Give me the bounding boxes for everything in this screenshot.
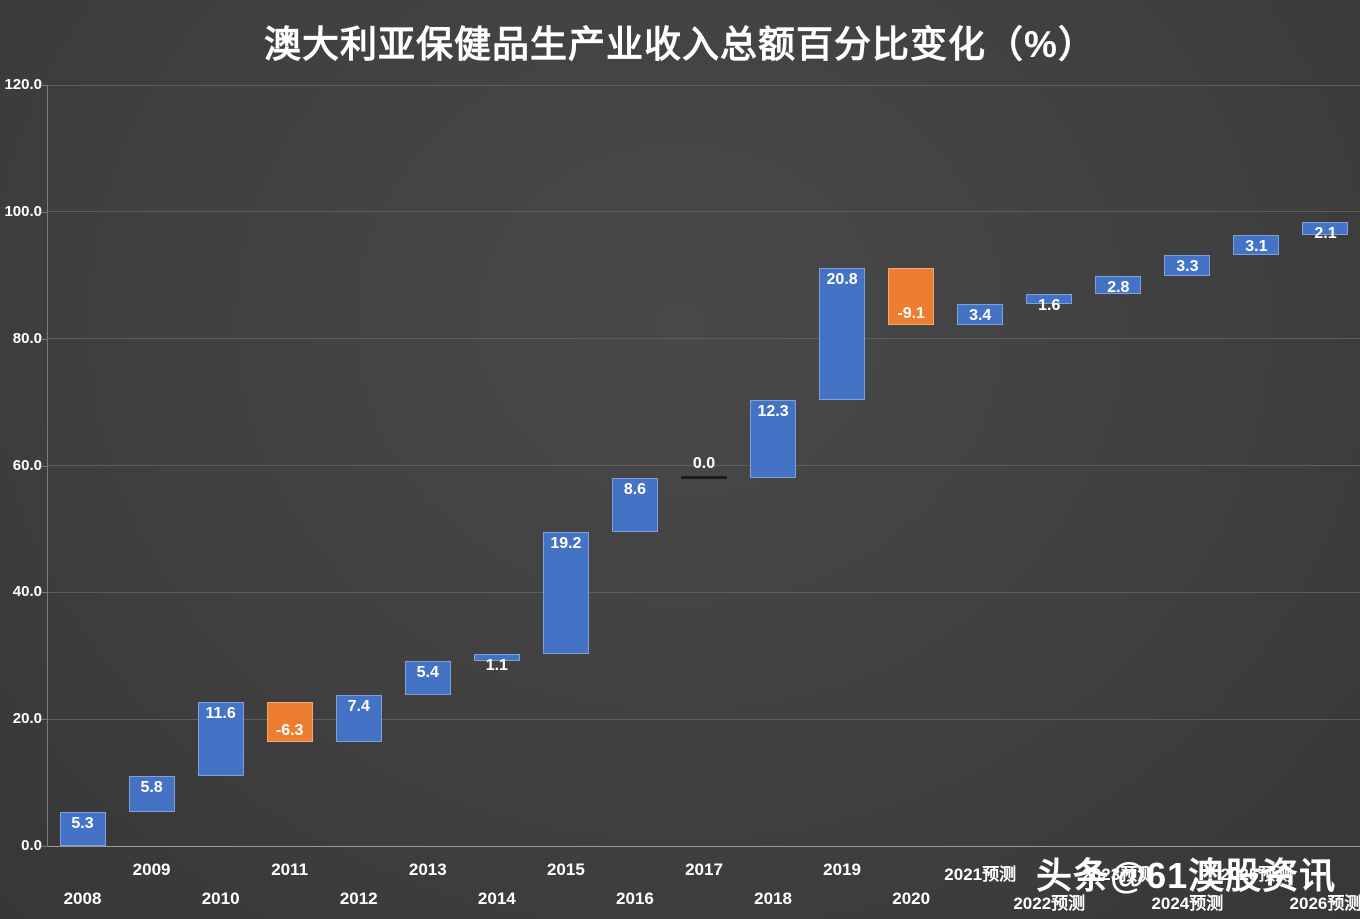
bar-2022预测 [1026, 293, 1073, 304]
bar-2026预测 [1302, 221, 1349, 236]
gridline [48, 591, 1360, 593]
bar-2016 [611, 477, 658, 533]
y-axis-label: 20.0 [12, 710, 42, 728]
gridline [48, 84, 1360, 86]
gridline [48, 211, 1360, 213]
bar-2008 [59, 812, 106, 846]
x-axis-label: 2024预测 [1151, 894, 1224, 913]
y-axis-label: 120.0 [4, 76, 42, 93]
y-axis-label: 60.0 [12, 456, 42, 474]
bar-2015 [542, 532, 589, 654]
x-axis-label: 2017 [685, 860, 723, 879]
watermark: 头条@61澳股资讯 [1036, 855, 1337, 896]
bar-value-label: 1.1 [485, 656, 508, 674]
bar-2010 [197, 702, 244, 776]
x-axis-label: 2019 [823, 860, 861, 879]
bar-value-label: 2.8 [1107, 278, 1130, 296]
y-axis-tick [41, 846, 47, 847]
bar-value-label: 2.1 [1314, 224, 1337, 242]
gridline [48, 718, 1360, 720]
bar-2009 [128, 775, 175, 813]
x-axis-label: 2013 [408, 860, 447, 879]
bar-value-label: 7.4 [347, 698, 370, 716]
bar-2014 [473, 653, 520, 661]
gridline [48, 845, 1360, 847]
x-axis-label: 2009 [132, 860, 171, 879]
bar-value-label: 5.8 [140, 778, 163, 796]
x-axis-label: 2023预测 [1082, 865, 1155, 884]
plot-area: 5.3 5.8 11.6 -6.3 7.4 5.4 1.1 19.2 8.6 0.0 12.3 20.… [48, 84, 1360, 847]
x-axis-label: 2008 [63, 889, 102, 908]
bar-2025预测 [1233, 235, 1280, 255]
gridline [48, 338, 1360, 340]
y-axis-tick [41, 338, 47, 340]
bar-value-label: 3.4 [969, 306, 992, 324]
x-axis-label: 2026预测 [1289, 894, 1360, 913]
x-axis-label: 2018 [754, 889, 792, 908]
y-axis-tick [41, 85, 47, 86]
y-axis-tick [41, 719, 47, 721]
gridline [48, 465, 1360, 466]
bar-2021预测 [957, 303, 1004, 326]
y-axis-label: 40.0 [12, 583, 42, 601]
bar-value-label: 3.3 [1176, 257, 1199, 275]
x-axis-label: 2025预测 [1220, 865, 1293, 884]
zero-marker-2017 [681, 476, 727, 480]
y-axis-tick [41, 465, 47, 467]
bar-value-label: 5.3 [71, 815, 94, 833]
bar-2012 [335, 695, 382, 742]
bar-value-label: 20.8 [826, 270, 858, 288]
y-axis-label: 100.0 [4, 202, 42, 220]
x-axis-label: 2021预测 [944, 865, 1017, 884]
chart-title: 澳大利亚保健品生产业收入总额百分比变化（%） [264, 24, 1096, 65]
bar-2020 [888, 267, 935, 326]
bar-value-label: 3.1 [1245, 238, 1268, 256]
bar-value-label: 12.3 [757, 402, 789, 420]
x-axis-label: 2016 [616, 889, 654, 908]
x-axis-label: 2011 [271, 860, 309, 879]
x-axis-label: 2015 [546, 860, 585, 879]
y-axis-label: 0.0 [21, 837, 42, 854]
bar-2019 [819, 267, 866, 400]
y-axis-tick [41, 211, 47, 213]
bar-2011 [266, 702, 313, 742]
x-axis-label: 2014 [477, 889, 516, 908]
bar-value-label: -9.1 [897, 305, 925, 323]
bar-value-label: 0.0 [692, 454, 716, 472]
y-axis-line [47, 85, 48, 847]
x-axis-label: 2010 [201, 889, 240, 908]
y-axis-tick [41, 592, 47, 594]
bar-value-label: 1.6 [1038, 296, 1061, 314]
bar-value-label: 19.2 [550, 535, 582, 553]
x-axis-label: 2020 [892, 889, 931, 908]
bar-2018 [750, 399, 797, 478]
bar-value-label: -6.3 [275, 721, 304, 739]
bar-value-label: 11.6 [205, 705, 236, 723]
x-axis-label: 2022预测 [1013, 894, 1086, 913]
x-axis-label: 2012 [339, 889, 378, 908]
bar-2013 [404, 660, 451, 696]
y-axis-label: 80.0 [12, 329, 42, 347]
bar-2024预测 [1164, 254, 1211, 276]
bar-2023预测 [1095, 275, 1142, 294]
bar-value-label: 8.6 [623, 480, 647, 498]
bar-value-label: 5.4 [416, 663, 439, 681]
